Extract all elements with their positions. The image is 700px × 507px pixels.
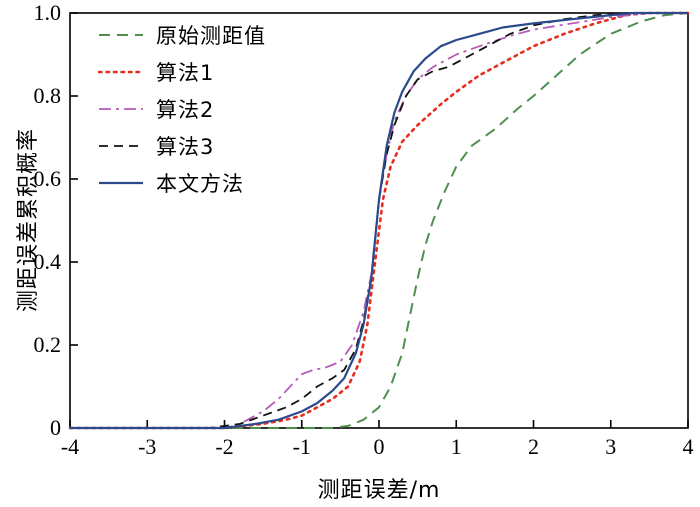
legend-label: 本文方法 <box>156 172 244 196</box>
legend-label: 算法2 <box>156 98 215 122</box>
legend-item-algo1: 算法1 <box>98 59 266 85</box>
svg-text:-3: -3 <box>138 434 156 459</box>
svg-text:-4: -4 <box>61 434 79 459</box>
svg-text:1.0: 1.0 <box>34 0 62 25</box>
legend-line-sample-proposed <box>99 181 143 185</box>
svg-text:0: 0 <box>374 434 385 459</box>
svg-text:0.2: 0.2 <box>34 332 62 357</box>
legend-line-sample-algo3 <box>99 145 143 147</box>
svg-text:3: 3 <box>605 434 616 459</box>
legend-line-sample-algo1 <box>98 70 144 74</box>
legend-item-algo3: 算法3 <box>98 133 266 159</box>
legend-item-proposed: 本文方法 <box>98 170 266 196</box>
x-axis-label: 测距误差/m <box>317 478 441 503</box>
svg-text:2: 2 <box>528 434 539 459</box>
legend-item-algo2: 算法2 <box>98 96 266 122</box>
svg-text:0.8: 0.8 <box>34 83 62 108</box>
svg-text:1: 1 <box>451 434 462 459</box>
svg-text:4: 4 <box>683 434 694 459</box>
chart-legend: 原始测距值 算法1 算法2 算法3 本文方法 <box>98 22 266 196</box>
svg-text:-1: -1 <box>293 434 311 459</box>
svg-text:0.6: 0.6 <box>34 166 62 191</box>
legend-item-original: 原始测距值 <box>98 22 266 48</box>
legend-label: 算法1 <box>156 61 215 85</box>
svg-text:0: 0 <box>50 415 61 440</box>
legend-line-sample-original <box>99 34 143 36</box>
legend-line-sample-algo2 <box>99 108 143 110</box>
svg-text:0.4: 0.4 <box>34 249 62 274</box>
y-axis-label: 测距误差累积概率 <box>16 127 41 313</box>
legend-label: 原始测距值 <box>156 24 266 48</box>
svg-text:-2: -2 <box>215 434 233 459</box>
legend-label: 算法3 <box>156 135 215 159</box>
